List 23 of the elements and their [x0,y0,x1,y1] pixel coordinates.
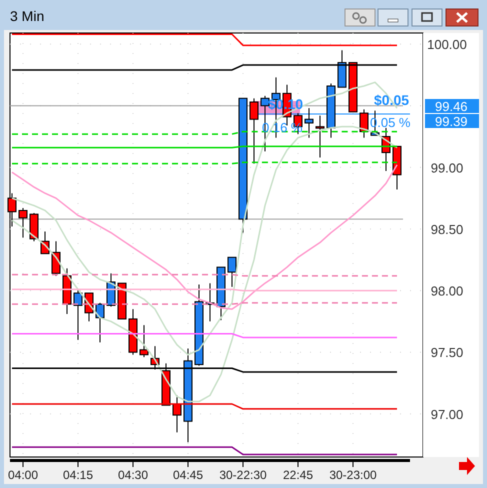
text: 99.46 [435,99,468,114]
chart-title: 3 Min [10,8,44,24]
candlestick [316,115,324,158]
y-tick-label: 100.00 [427,37,467,52]
y-tick-label: 98.00 [430,284,464,299]
y-tick-label: 97.50 [430,345,464,360]
x-tick-label: 04:15 [62,468,94,482]
candlestick [18,208,28,238]
x-tick-label: 04:00 [8,468,38,482]
x-tick-label: 22:45 [282,468,314,482]
y-tick-label: 98.50 [430,222,464,237]
x-tick-label: 04:30 [118,468,148,482]
y-tick-label: 99.00 [430,160,464,176]
text: 99.39 [435,114,468,129]
candlestick [228,256,236,288]
y-tick-label: 97.00 [430,406,464,422]
x-tick-label: 30-22:30 [219,468,268,482]
candlestick [74,288,82,340]
candlestick [250,98,258,164]
x-tick-label: 04:45 [172,468,204,482]
x-tick-label: 30-23:00 [329,468,378,482]
candlestick [304,108,314,138]
annotation: $0.05 [374,92,410,108]
